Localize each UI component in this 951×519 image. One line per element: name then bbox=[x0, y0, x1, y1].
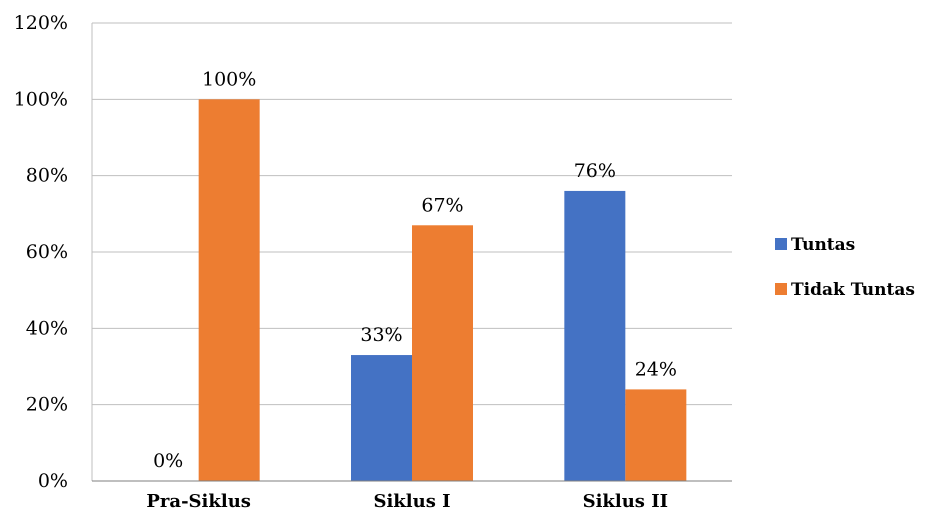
y-tick-label: 20% bbox=[26, 394, 68, 416]
data-label: 24% bbox=[635, 358, 677, 380]
legend-swatch bbox=[775, 238, 787, 250]
data-label: 100% bbox=[202, 68, 256, 90]
y-tick-label: 60% bbox=[26, 241, 68, 263]
bar-tidak-tuntas bbox=[198, 99, 260, 481]
bar-tuntas bbox=[351, 355, 412, 481]
x-tick-label: Siklus I bbox=[373, 491, 450, 512]
data-label: 33% bbox=[360, 324, 402, 346]
data-labels: 0% 100% 33% 67% 76% 24% bbox=[153, 68, 677, 472]
y-tick-label: 0% bbox=[38, 470, 68, 492]
bar-tidak-tuntas bbox=[625, 389, 687, 481]
legend: Tuntas Tidak Tuntas bbox=[775, 235, 915, 300]
x-tick-label: Pra-Siklus bbox=[146, 491, 251, 512]
data-label: 0% bbox=[153, 450, 183, 472]
data-label: 67% bbox=[421, 194, 463, 216]
y-tick-label: 80% bbox=[26, 165, 68, 187]
legend-swatch bbox=[775, 283, 787, 295]
bars bbox=[198, 99, 687, 481]
y-tick-label: 100% bbox=[14, 88, 68, 110]
x-tick-label: Siklus II bbox=[583, 491, 668, 512]
bar-tidak-tuntas bbox=[412, 225, 473, 481]
x-axis-ticks: Pra-Siklus Siklus I Siklus II bbox=[146, 491, 668, 512]
legend-label: Tuntas bbox=[791, 235, 855, 255]
legend-label: Tidak Tuntas bbox=[791, 280, 915, 300]
y-tick-label: 120% bbox=[14, 12, 68, 34]
bar-tuntas bbox=[564, 190, 626, 481]
y-axis-ticks: 0% 20% 40% 60% 80% 100% 120% bbox=[14, 12, 68, 492]
data-label: 76% bbox=[574, 160, 616, 182]
y-tick-label: 40% bbox=[26, 317, 68, 339]
